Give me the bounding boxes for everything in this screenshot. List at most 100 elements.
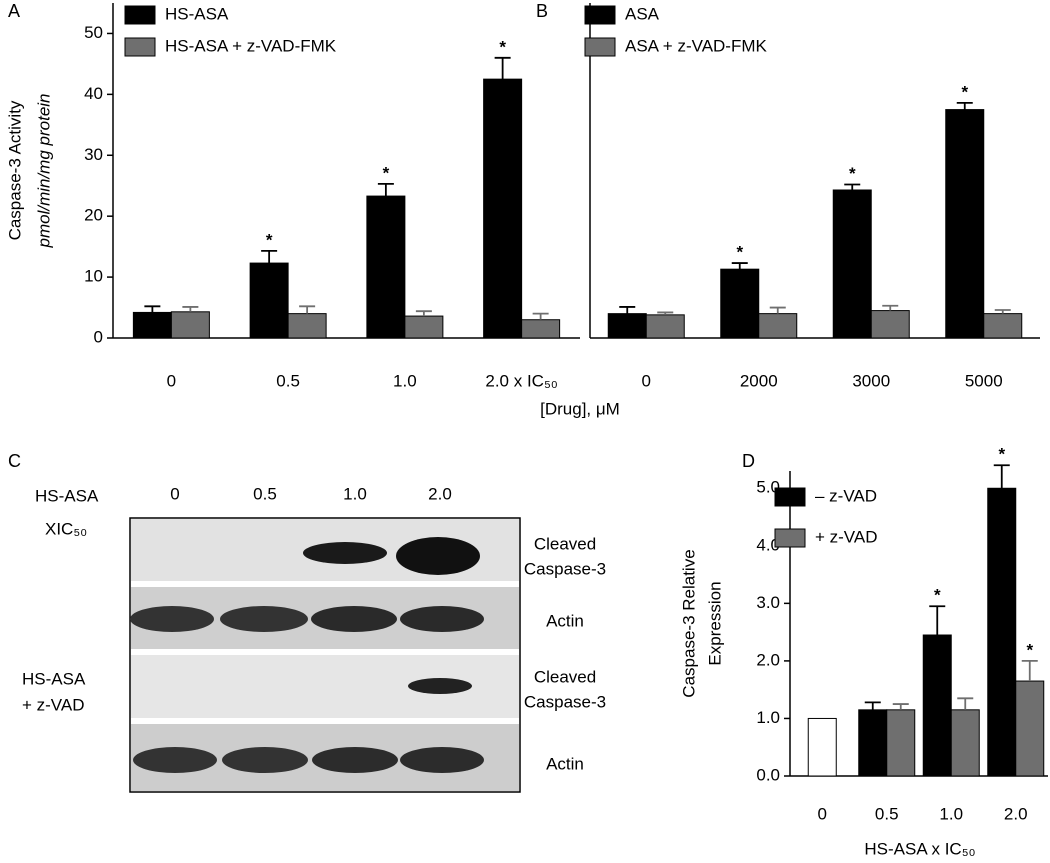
error-bar (299, 305, 316, 314)
x-axis-title: [Drug], μM (540, 399, 620, 418)
lane-label: 0 (170, 484, 179, 503)
bar (950, 709, 980, 777)
x-tick-label: 2.0 x IC₅₀ (485, 371, 557, 390)
error-bar (657, 311, 674, 315)
significance-marker: * (499, 37, 506, 56)
bar (987, 487, 1017, 777)
legend-label: – z-VAD (815, 486, 877, 505)
x-tick-label: 1.0 (939, 804, 963, 823)
x-tick-label: 0.5 (875, 804, 899, 823)
blot (129, 517, 521, 793)
x-tick-label: 0 (642, 371, 651, 390)
y-tick-label: 4.0 (756, 535, 780, 554)
x-tick-label: 2.0 (1004, 804, 1028, 823)
x-tick-label: 2000 (740, 371, 778, 390)
lane-label: 1.0 (343, 484, 367, 503)
bar (807, 717, 837, 777)
bar (132, 311, 172, 339)
error-bar (769, 306, 786, 314)
y-tick-label: 3.0 (756, 593, 780, 612)
bar (287, 313, 327, 339)
legend-label: ASA (625, 4, 660, 23)
y-axis-title: Expression (705, 581, 724, 665)
y-tick-label: 1.0 (756, 708, 780, 727)
bar (858, 709, 888, 777)
error-bar (415, 310, 432, 317)
y-tick-label: 0.0 (756, 765, 780, 784)
significance-marker: * (961, 82, 968, 101)
error-bar (619, 306, 636, 314)
x-tick-label: 1.0 (393, 371, 417, 390)
y-tick-label: 30 (84, 145, 103, 164)
y-tick-label: 40 (84, 84, 103, 103)
error-bar (494, 56, 511, 80)
error-bar (731, 262, 748, 270)
legend-swatch (124, 5, 156, 25)
error-bar (377, 182, 394, 197)
error-bar (892, 703, 909, 710)
significance-marker: * (849, 164, 856, 183)
error-bar (1021, 660, 1038, 682)
bar (720, 268, 760, 339)
row-label: Cleaved (534, 534, 596, 553)
y-axis-title: pmol/min/mg protein (34, 93, 53, 248)
treatment-label: XIC₅₀ (45, 519, 87, 538)
row-label: Caspase-3 (524, 559, 606, 578)
error-bar (994, 309, 1011, 314)
error-bar (957, 697, 974, 710)
error-bar (532, 312, 549, 320)
error-bar (864, 701, 881, 710)
error-bar (993, 464, 1010, 489)
significance-marker: * (736, 243, 743, 262)
x-tick-label: 0 (818, 804, 827, 823)
significance-marker: * (1026, 640, 1033, 659)
row-label: Caspase-3 (524, 692, 606, 711)
y-tick-label: 2.0 (756, 650, 780, 669)
error-bar (882, 304, 899, 311)
row-label: Actin (546, 611, 584, 630)
panel-label: B (536, 1, 548, 21)
bar (366, 195, 406, 339)
significance-marker: * (383, 163, 390, 182)
bar (922, 634, 952, 777)
y-axis-title: Caspase-3 Activity (5, 100, 24, 240)
y-tick-label: 20 (84, 206, 103, 225)
legend-label: ASA + z-VAD-FMK (625, 36, 768, 55)
x-tick-label: 0.5 (276, 371, 300, 390)
legend-label: HS-ASA (165, 4, 229, 23)
panel-label: D (742, 451, 755, 471)
treatment-label: HS-ASA (35, 486, 99, 505)
y-tick-label: 0 (94, 327, 103, 346)
treatment-label: HS-ASA (22, 669, 86, 688)
error-bar (844, 183, 861, 190)
bar (170, 311, 210, 339)
x-tick-label: 5000 (965, 371, 1003, 390)
x-tick-label: 3000 (852, 371, 890, 390)
y-tick-label: 10 (84, 267, 103, 286)
bar (404, 315, 444, 339)
x-tick-label: 0 (167, 371, 176, 390)
panel-label: C (8, 451, 21, 471)
bar (758, 313, 798, 339)
legend-label: + z-VAD (815, 527, 878, 546)
legend-swatch (124, 37, 156, 57)
legend-label: HS-ASA + z-VAD-FMK (165, 36, 337, 55)
significance-marker: * (266, 230, 273, 249)
row-label: Cleaved (534, 667, 596, 686)
y-tick-label: 5.0 (756, 478, 780, 497)
lane-label: 0.5 (253, 484, 277, 503)
error-bar (144, 305, 161, 313)
significance-marker: * (934, 586, 941, 605)
bar (870, 310, 910, 339)
bar (249, 262, 289, 339)
x-axis-title: HS-ASA x IC₅₀ (864, 839, 975, 858)
bar (832, 189, 872, 339)
treatment-label: + z-VAD (22, 695, 85, 714)
error-bar (956, 101, 973, 110)
legend-swatch (774, 487, 806, 507)
error-bar (261, 249, 278, 264)
row-label: Actin (546, 754, 584, 773)
error-bar (182, 306, 199, 312)
legend-swatch (774, 528, 806, 548)
